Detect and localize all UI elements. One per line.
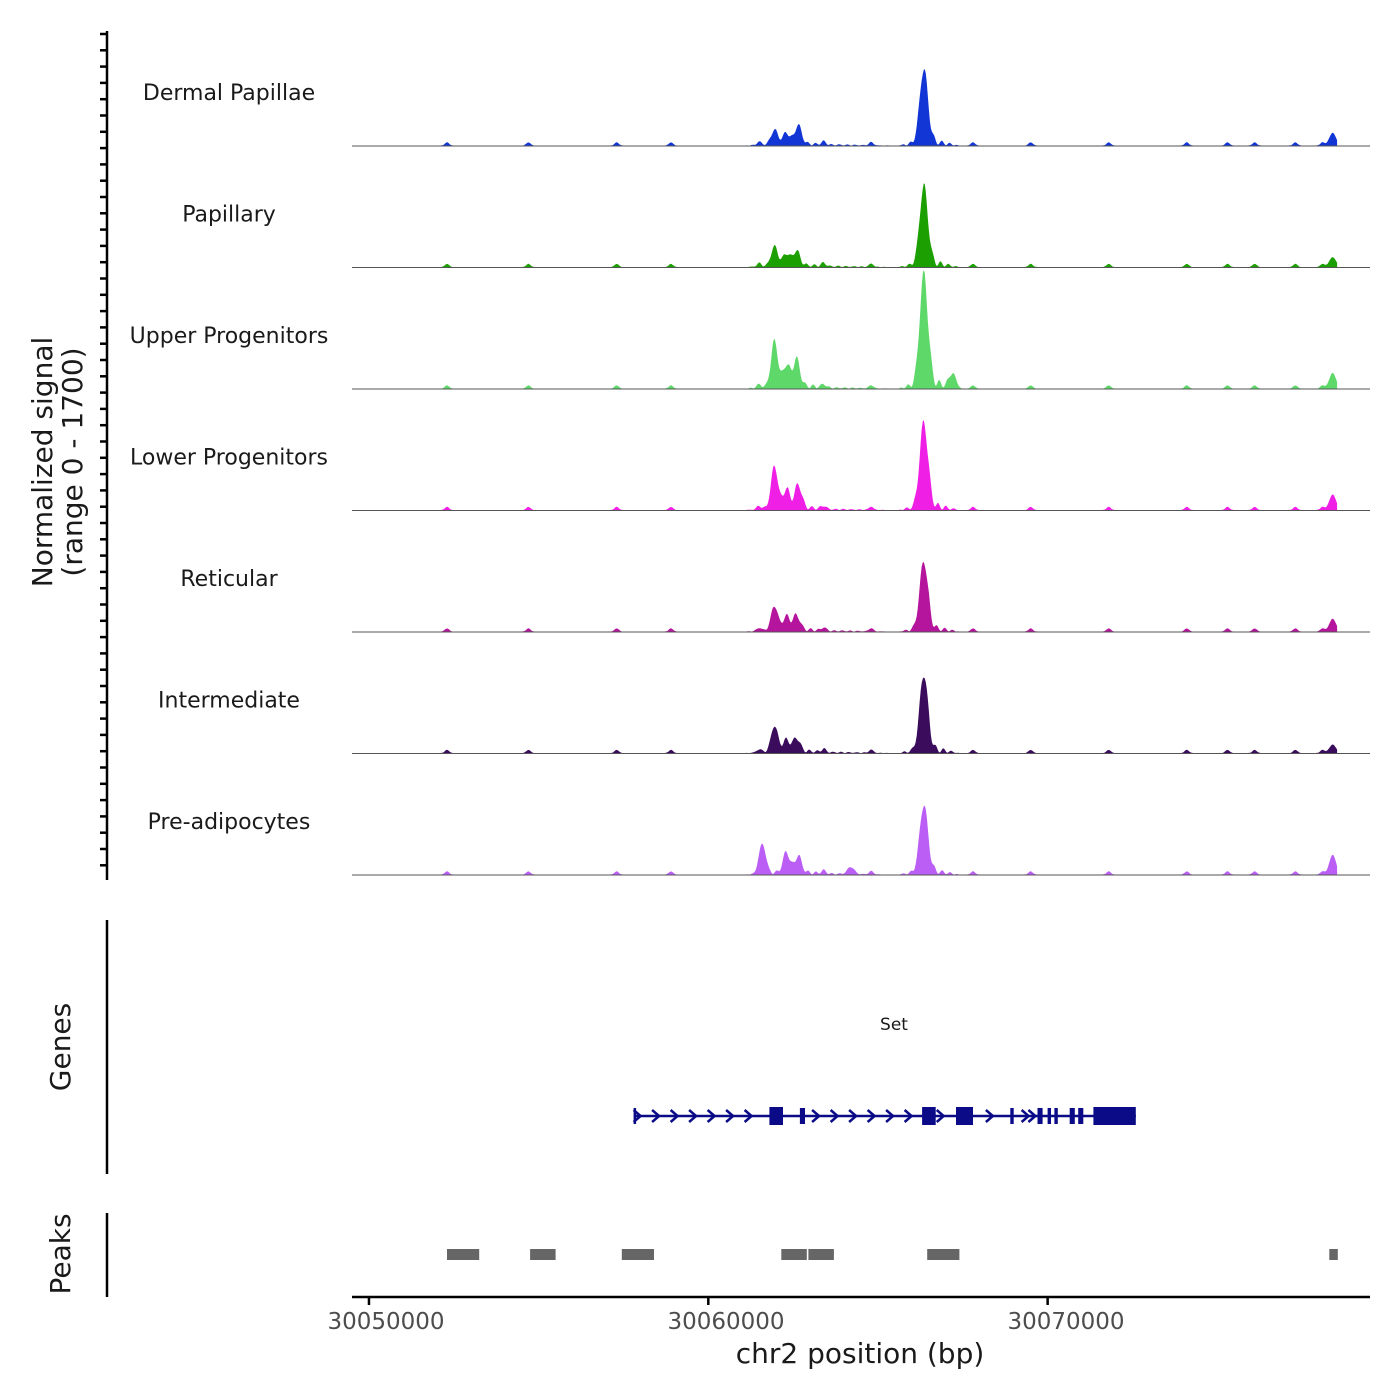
strand-arrow-6 (743, 1109, 754, 1123)
track-label-5: Intermediate (158, 689, 300, 714)
track-6: Pre-adipocytes (148, 805, 1370, 876)
exon-4 (956, 1107, 973, 1125)
track-signal-3 (379, 420, 1338, 511)
exon-8 (1054, 1108, 1058, 1124)
gene-name-label: Set (880, 1015, 908, 1035)
track-signal-5 (379, 677, 1338, 754)
signal-y-ticks (100, 32, 107, 867)
x-tick-label-2: 30070000 (1007, 1309, 1124, 1335)
strand-arrow-11 (885, 1109, 896, 1123)
track-1: Papillary (182, 183, 1370, 268)
strand-arrow-5 (725, 1109, 736, 1123)
exon-5 (1010, 1108, 1014, 1124)
peak-region-1 (530, 1249, 556, 1260)
exon-7 (1047, 1108, 1051, 1124)
peak-region-0 (447, 1249, 480, 1260)
track-signal-2 (379, 269, 1338, 389)
x-tick-label-1: 30060000 (667, 1309, 784, 1335)
peak-region-5 (927, 1249, 960, 1260)
strand-arrow-3 (688, 1109, 699, 1123)
peak-region-2 (621, 1249, 654, 1260)
strand-arrow-16 (1027, 1109, 1038, 1123)
strand-arrow-8 (829, 1109, 840, 1123)
peak-region-6 (1329, 1249, 1338, 1260)
strand-arrow-14 (985, 1109, 995, 1123)
track-2: Upper Progenitors (130, 269, 1370, 390)
exon-2 (799, 1108, 805, 1124)
x-tick-label-0: 30050000 (327, 1309, 444, 1335)
track-label-2: Upper Progenitors (130, 324, 329, 349)
exon-10 (1078, 1108, 1084, 1124)
strand-arrow-12 (903, 1109, 914, 1123)
strand-arrow-15 (1020, 1109, 1031, 1123)
strand-arrow-4 (706, 1109, 717, 1123)
gene-model (632, 1107, 1136, 1125)
strand-arrow-10 (866, 1109, 877, 1123)
strand-arrow-2 (669, 1109, 680, 1123)
track-signal-0 (379, 69, 1338, 146)
peak-region-3 (781, 1249, 807, 1260)
track-signal-1 (379, 183, 1338, 268)
track-4: Reticular (180, 562, 1370, 633)
strand-arrow-7 (811, 1109, 822, 1123)
strand-arrow-1 (651, 1109, 662, 1123)
track-label-1: Papillary (182, 203, 276, 228)
exon-1 (769, 1107, 783, 1125)
track-signal-6 (379, 805, 1338, 875)
track-5: Intermediate (158, 677, 1370, 754)
peak-region-4 (808, 1249, 834, 1260)
exon-3 (922, 1107, 936, 1125)
genes-panel-title: Genes (44, 1003, 77, 1091)
track-label-0: Dermal Papillae (143, 81, 315, 106)
exon-11 (1093, 1107, 1136, 1125)
track-label-4: Reticular (180, 567, 278, 592)
track-3: Lower Progenitors (130, 420, 1370, 511)
y-axis-title-line2: (range 0 - 1700) (56, 347, 89, 576)
track-signal-4 (379, 562, 1338, 632)
peak-regions (447, 1249, 1338, 1260)
x-axis-title: chr2 position (bp) (736, 1337, 985, 1370)
track-0: Dermal Papillae (143, 69, 1370, 147)
strand-arrow-9 (848, 1109, 859, 1123)
exon-0 (633, 1108, 637, 1124)
x-axis-ticks (367, 1297, 1049, 1305)
exon-6 (1037, 1108, 1043, 1124)
track-label-6: Pre-adipocytes (148, 810, 311, 835)
exon-9 (1069, 1108, 1075, 1124)
track-label-3: Lower Progenitors (130, 446, 328, 471)
y-axis-title-line1: Normalized signal (26, 337, 59, 588)
peaks-panel-title: Peaks (44, 1213, 77, 1294)
signal-tracks: Dermal Papillae Papillary Upper Progenitor… (130, 69, 1370, 876)
strand-arrow-13 (935, 1109, 946, 1123)
